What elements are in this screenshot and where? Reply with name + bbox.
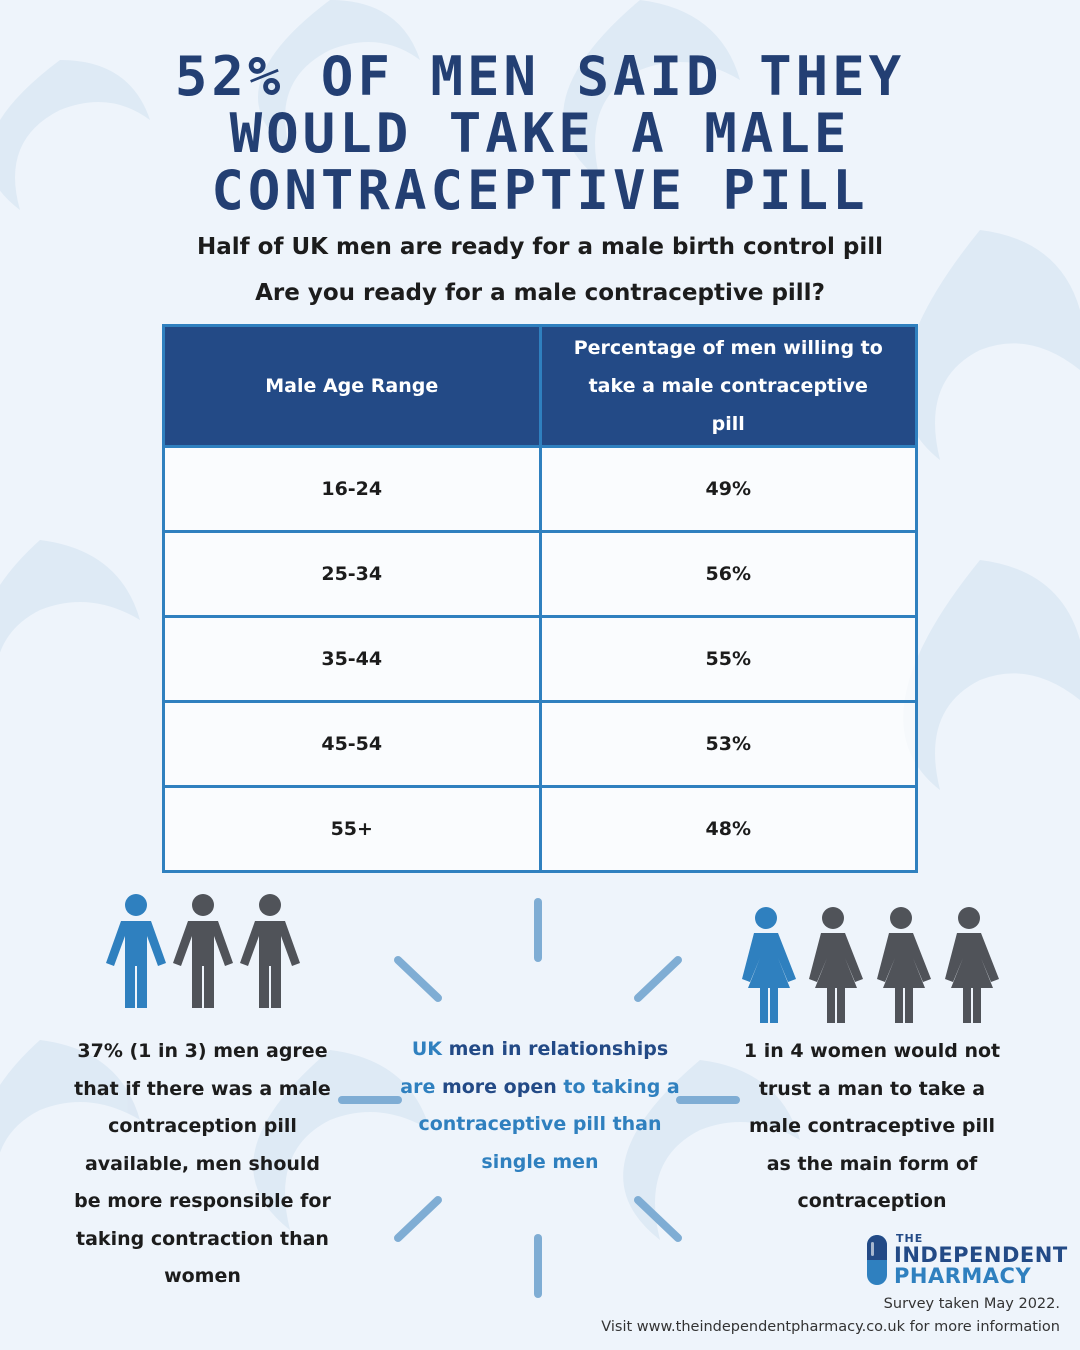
age-cell: 16-24 — [162, 445, 542, 533]
age-cell: 35-44 — [162, 615, 542, 703]
table-row: 35-44 55% — [162, 615, 918, 703]
age-percentage-table: Male Age Range Percentage of men willing… — [162, 324, 918, 873]
subtitle: Half of UK men are ready for a male birt… — [196, 234, 883, 260]
percentage-cell: 48% — [538, 785, 918, 873]
center-text-strong: more open — [441, 1075, 557, 1098]
woman-figure-icon — [945, 907, 999, 1023]
header-age-range: Male Age Range — [162, 324, 542, 448]
title-line-1: 52% OF MEN SAID THEY — [174, 45, 906, 108]
table-row: 25-34 56% — [162, 530, 918, 618]
page-title: 52% OF MEN SAID THEY WOULD TAKE A MALE C… — [90, 48, 990, 219]
woman-figure-icon — [809, 907, 863, 1023]
title-line-3: CONTRACEPTIVE PILL — [211, 159, 869, 222]
woman-figure-icon — [877, 907, 931, 1023]
percentage-cell: 55% — [538, 615, 918, 703]
age-cell: 55+ — [162, 785, 542, 873]
logo-text-small: THE — [896, 1232, 924, 1245]
capsule-icon — [867, 1235, 887, 1285]
percentage-cell: 53% — [538, 700, 918, 788]
title-line-2: WOULD TAKE A MALE — [229, 102, 851, 165]
table-header-row: Male Age Range Percentage of men willing… — [162, 324, 918, 448]
center-text-strong: men in relationships — [448, 1038, 669, 1060]
percentage-cell: 49% — [538, 445, 918, 533]
table-row: 55+ 48% — [162, 785, 918, 873]
relationship-statistic-text: UK men in relationships are more open to… — [400, 1031, 680, 1181]
man-figure-icon — [240, 894, 300, 1008]
man-figure-icon — [173, 894, 233, 1008]
center-text-part: UK — [411, 1038, 442, 1060]
woman-figure-icon — [742, 907, 796, 1023]
man-figure-icon — [106, 894, 166, 1008]
center-text-part: are — [400, 1075, 436, 1098]
men-statistic-text: 37% (1 in 3) men agree that if there was… — [74, 1040, 331, 1287]
survey-date-note: Survey taken May 2022. — [883, 1296, 1060, 1312]
question-heading: Are you ready for a male contraceptive p… — [255, 280, 825, 306]
women-group-icon — [742, 907, 999, 1023]
logo-text-line-2: PHARMACY — [894, 1264, 1032, 1288]
age-cell: 45-54 — [162, 700, 542, 788]
brand-logo: THE INDEPENDENT PHARMACY — [866, 1232, 1068, 1288]
header-percentage: Percentage of men willing to take a male… — [538, 324, 918, 448]
center-text-part: to taking a contraceptive pill than sing… — [418, 1075, 680, 1173]
table-row: 16-24 49% — [162, 445, 918, 533]
women-statistic-text: 1 in 4 women would not trust a man to ta… — [743, 1040, 1001, 1212]
table-row: 45-54 53% — [162, 700, 918, 788]
percentage-cell: 56% — [538, 530, 918, 618]
age-cell: 25-34 — [162, 530, 542, 618]
logo-text-line-1: INDEPENDENT — [894, 1243, 1068, 1267]
men-group-icon — [106, 894, 300, 1008]
website-note: Visit www.theindependentpharmacy.co.uk f… — [601, 1319, 1060, 1335]
burst-lines-decoration — [338, 898, 740, 1298]
